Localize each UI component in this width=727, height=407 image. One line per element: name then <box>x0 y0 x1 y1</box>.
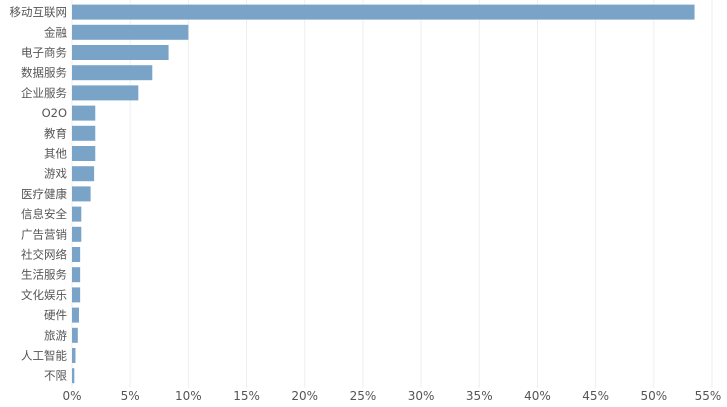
category-label: 教育 <box>44 126 67 140</box>
category-label: 游戏 <box>44 167 67 181</box>
bar <box>72 327 78 343</box>
category-label: 文化娱乐 <box>21 288 67 302</box>
bar <box>72 4 695 20</box>
category-label: 数据服务 <box>21 66 67 80</box>
x-tick-label: 40% <box>524 389 551 403</box>
category-label: 社交网络 <box>21 248 67 262</box>
bar <box>72 307 79 323</box>
bar <box>72 65 153 81</box>
x-tick-label: 15% <box>233 389 260 403</box>
bar <box>72 85 139 101</box>
bar <box>72 247 81 262</box>
bar <box>72 125 96 141</box>
category-label: 金融 <box>44 25 67 39</box>
bar <box>72 348 76 363</box>
bar <box>72 186 91 202</box>
category-label: 不限 <box>44 369 67 383</box>
bar <box>72 287 81 303</box>
bar <box>72 226 82 242</box>
category-label: 生活服务 <box>21 268 67 282</box>
bar <box>72 206 82 222</box>
category-label: 人工智能 <box>21 349 67 363</box>
bar <box>72 146 96 161</box>
x-tick-label: 35% <box>466 389 493 403</box>
x-tick-label: 30% <box>408 389 435 403</box>
x-tick-label: 45% <box>582 389 609 403</box>
x-tick-label: 5% <box>121 389 140 403</box>
x-tick-label: 55% <box>695 389 722 403</box>
category-label: 广告营销 <box>21 227 67 241</box>
bar <box>72 166 95 182</box>
x-tick-label: 0% <box>62 389 81 403</box>
category-label: 信息安全 <box>21 207 67 221</box>
category-label: 旅游 <box>44 328 67 342</box>
x-tick-labels: 0% 5% 10% 15% 20% 25% 30% 35% 40% 45% 50% 55% <box>62 389 721 403</box>
bars <box>72 4 695 384</box>
bar <box>72 105 96 121</box>
x-tick-label: 25% <box>350 389 377 403</box>
bar <box>72 368 75 384</box>
bar <box>72 267 81 283</box>
category-label: 移动互联网 <box>10 5 68 19</box>
category-label: 企业服务 <box>21 86 67 100</box>
category-label: O2O <box>42 106 67 120</box>
x-tick-label: 20% <box>291 389 318 403</box>
bar <box>72 24 189 40</box>
category-label: 医疗健康 <box>21 187 67 201</box>
gridlines <box>71 0 713 388</box>
category-label: 电子商务 <box>21 46 67 60</box>
category-label: 其他 <box>44 147 67 161</box>
x-tick-label: 50% <box>640 389 667 403</box>
bar <box>72 45 169 60</box>
x-tick-label: 10% <box>175 389 202 403</box>
category-label: 硬件 <box>44 308 67 322</box>
